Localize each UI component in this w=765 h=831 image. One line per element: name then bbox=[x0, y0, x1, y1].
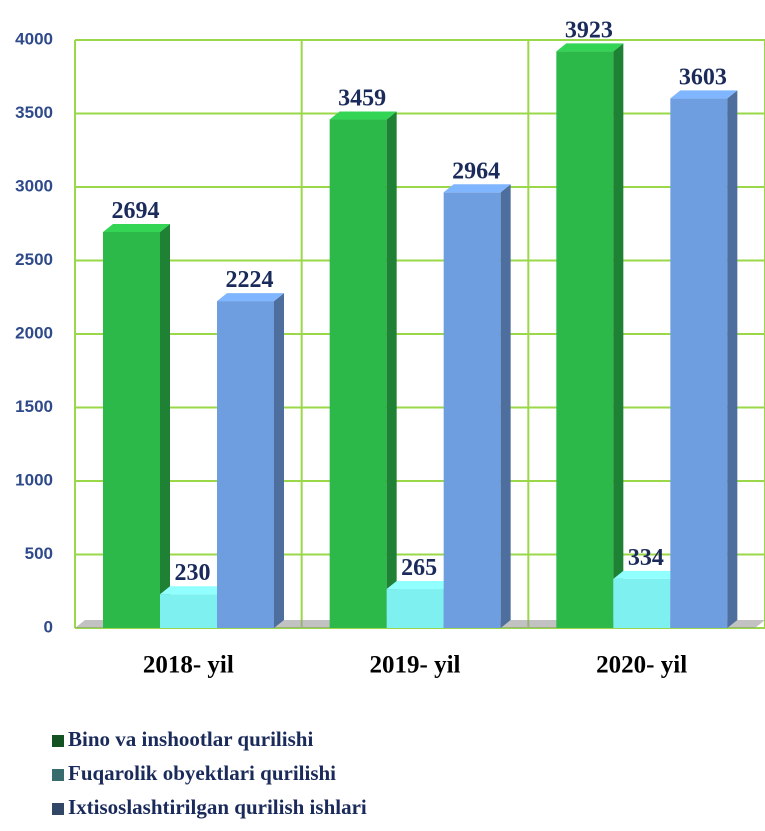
bar-side bbox=[727, 90, 738, 628]
legend-label: Fuqarolik obyektlari qurilishi bbox=[68, 761, 336, 785]
bar-side bbox=[613, 43, 624, 629]
y-tick-label: 1000 bbox=[15, 470, 53, 489]
bar-top bbox=[670, 90, 738, 99]
bar-top bbox=[329, 111, 397, 120]
bar-top bbox=[103, 223, 170, 232]
y-tick-label: 500 bbox=[25, 544, 53, 563]
data-label: 3459 bbox=[338, 86, 386, 112]
bar bbox=[386, 589, 444, 628]
y-tick-label: 2000 bbox=[15, 323, 53, 342]
x-tick-label: 2020- yil bbox=[596, 652, 687, 679]
data-label: 334 bbox=[628, 545, 664, 571]
y-tick-label: 2500 bbox=[15, 250, 53, 269]
bar-top bbox=[386, 581, 454, 590]
y-tick-label: 3000 bbox=[15, 176, 53, 195]
legend-marker bbox=[52, 735, 64, 747]
bar-side bbox=[160, 223, 170, 628]
legend-marker bbox=[52, 803, 64, 815]
bar bbox=[217, 301, 274, 628]
x-tick-label: 2019- yil bbox=[370, 652, 461, 679]
bar bbox=[613, 578, 671, 628]
bar-top bbox=[160, 586, 227, 595]
legend-label: Ixtisoslashtirilgan qurilish ishlari bbox=[68, 795, 367, 819]
bar-top bbox=[217, 293, 284, 302]
data-label: 3603 bbox=[679, 64, 727, 90]
bar-top bbox=[613, 570, 681, 579]
legend-marker bbox=[52, 769, 64, 781]
data-label: 2964 bbox=[452, 158, 500, 184]
legend-label: Bino va inshootlar qurilishi bbox=[68, 727, 313, 751]
y-tick-label: 0 bbox=[44, 617, 53, 636]
bar-side bbox=[500, 184, 511, 629]
bar-side bbox=[386, 111, 397, 629]
y-tick-label: 3500 bbox=[15, 103, 53, 122]
data-label: 230 bbox=[175, 560, 211, 586]
bar bbox=[160, 594, 217, 628]
bar bbox=[103, 231, 160, 628]
bar-side bbox=[274, 293, 284, 628]
x-tick-label: 2018- yil bbox=[143, 652, 234, 679]
data-label: 265 bbox=[401, 555, 437, 581]
bar-top bbox=[443, 184, 511, 193]
bar bbox=[670, 98, 728, 628]
data-label: 2694 bbox=[112, 198, 160, 224]
bar bbox=[443, 192, 501, 629]
bar-top bbox=[556, 43, 624, 52]
data-label: 2224 bbox=[226, 267, 274, 293]
data-label: 3923 bbox=[565, 17, 613, 43]
y-tick-label: 1500 bbox=[15, 397, 53, 416]
bar bbox=[556, 51, 614, 629]
bar bbox=[329, 119, 387, 628]
y-tick-label: 4000 bbox=[15, 29, 53, 48]
